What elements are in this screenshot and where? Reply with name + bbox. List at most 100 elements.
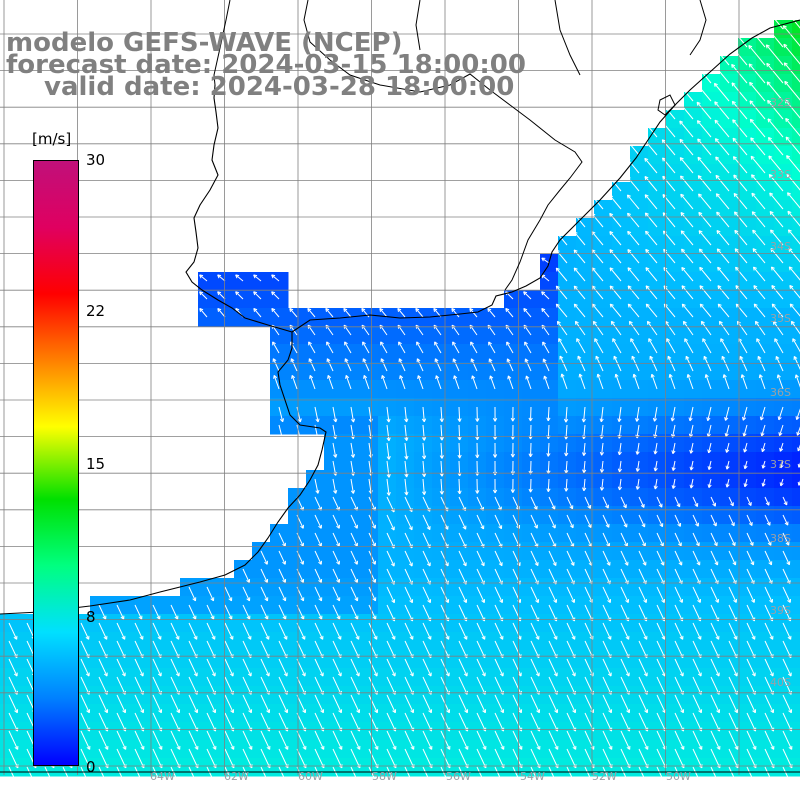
- wind-speed-cell: [684, 344, 703, 363]
- wind-arrow-head: [761, 482, 764, 487]
- wind-speed-cell: [612, 200, 631, 219]
- wind-arrow: [751, 211, 766, 228]
- wind-arrow-head: [783, 25, 787, 28]
- wind-speed-cell: [756, 290, 775, 309]
- wind-arrow-head: [505, 307, 510, 311]
- wind-speed-cell: [792, 344, 800, 363]
- wind-speed-cell: [666, 380, 685, 399]
- wind-arrow-head: [680, 157, 684, 160]
- wind-arrow-head: [627, 267, 632, 270]
- wind-speed-cell: [558, 362, 577, 381]
- wind-arrow-head: [769, 192, 774, 195]
- wind-arrow-head: [199, 274, 204, 277]
- wind-arrow-head: [272, 341, 276, 345]
- wind-arrow-head: [749, 63, 753, 66]
- wind-arrow: [783, 43, 800, 65]
- wind-arrow: [626, 158, 640, 174]
- wind-arrow-head: [645, 194, 649, 197]
- wind-arrow-head: [765, 25, 770, 29]
- wind-arrow-head: [628, 303, 632, 306]
- wind-speed-cell: [756, 326, 775, 345]
- wind-arrow: [748, 63, 766, 84]
- wind-speed-cell: [612, 290, 631, 309]
- wind-arrow: [755, 321, 766, 336]
- wind-speed-cell: [342, 326, 361, 345]
- wind-arrow-head: [662, 139, 666, 142]
- wind-arrow: [609, 176, 622, 192]
- wind-arrow: [749, 118, 766, 138]
- wind-arrow: [217, 274, 226, 282]
- wind-arrow: [791, 321, 800, 335]
- wind-speed-cell: [792, 758, 800, 777]
- wind-speed-cell: [702, 200, 721, 219]
- wind-speed-cell: [594, 218, 613, 237]
- wind-arrow: [766, 81, 784, 102]
- wind-speed-cell: [648, 200, 667, 219]
- wind-speed-cell: [666, 218, 685, 237]
- wind-speed-cell: [288, 326, 307, 345]
- wind-speed-cell: [630, 362, 649, 381]
- wind-arrow-head: [768, 155, 773, 158]
- wind-arrow: [698, 211, 712, 228]
- wind-arrow-head: [663, 230, 667, 233]
- wind-arrow: [680, 175, 694, 192]
- wind-speed-cell: [648, 380, 667, 399]
- wind-arrow-head: [733, 192, 738, 196]
- wind-arrow: [771, 266, 784, 282]
- wind-speed-cell: [720, 326, 739, 345]
- wind-speed-cell: [792, 452, 800, 471]
- wind-speed-cell: [720, 380, 739, 399]
- wind-speed-cell: [648, 362, 667, 381]
- wind-speed-cell: [684, 326, 703, 345]
- wind-speed-cell: [270, 272, 289, 291]
- wind-arrow-head: [778, 432, 781, 436]
- wind-arrow-head: [217, 291, 222, 294]
- wind-arrow-head: [696, 65, 700, 68]
- wind-arrow: [612, 338, 622, 354]
- wind-arrow-head: [235, 274, 240, 277]
- wind-speed-cell: [378, 344, 397, 363]
- wind-arrow: [506, 341, 514, 354]
- colorbar-tick-15: 15: [86, 455, 106, 473]
- wind-arrow-head: [680, 212, 685, 215]
- wind-arrow: [734, 211, 748, 228]
- wind-arrow-head: [765, 7, 769, 10]
- wind-arrow-head: [664, 303, 668, 306]
- wind-arrow-head: [750, 118, 754, 122]
- wind-speed-cell: [558, 254, 577, 273]
- wind-arrow: [555, 303, 568, 318]
- wind-speed-cell: [738, 272, 757, 291]
- wind-arrow-head: [627, 285, 632, 288]
- wind-arrow-head: [556, 231, 560, 234]
- wind-arrow-head: [731, 82, 736, 85]
- wind-speed-cell: [684, 110, 703, 129]
- wind-speed-cell: [774, 254, 793, 273]
- wind-arrow: [627, 303, 640, 318]
- wind-arrow-head: [751, 174, 755, 177]
- wind-speed-cell: [342, 380, 361, 399]
- wind-arrow-head: [766, 62, 771, 66]
- wind-arrow-head: [575, 320, 579, 324]
- wind-arrow: [771, 285, 784, 300]
- wind-speed-cell: [486, 308, 505, 327]
- wind-speed-cell: [720, 92, 739, 111]
- wind-arrow: [452, 341, 460, 354]
- wind-arrow-head: [645, 230, 649, 233]
- wind-arrow-head: [750, 137, 755, 140]
- wind-arrow-head: [699, 266, 704, 270]
- wind-speed-cell: [684, 236, 703, 255]
- wind-speed-cell: [774, 128, 793, 147]
- wind-arrow: [573, 249, 586, 264]
- wind-speed-cell: [666, 308, 685, 327]
- wind-arrow-head: [698, 211, 703, 215]
- wind-arrow: [784, 99, 800, 119]
- wind-speed-cell: [738, 110, 757, 129]
- wind-arrow-head: [627, 249, 632, 252]
- wind-arrow: [773, 321, 784, 336]
- wind-speed-cell: [450, 326, 469, 345]
- wind-arrow: [715, 193, 730, 210]
- wind-arrow-head: [701, 320, 705, 324]
- wind-arrow: [765, 26, 784, 48]
- wind-speed-cell: [774, 236, 793, 255]
- wind-arrow: [769, 211, 784, 228]
